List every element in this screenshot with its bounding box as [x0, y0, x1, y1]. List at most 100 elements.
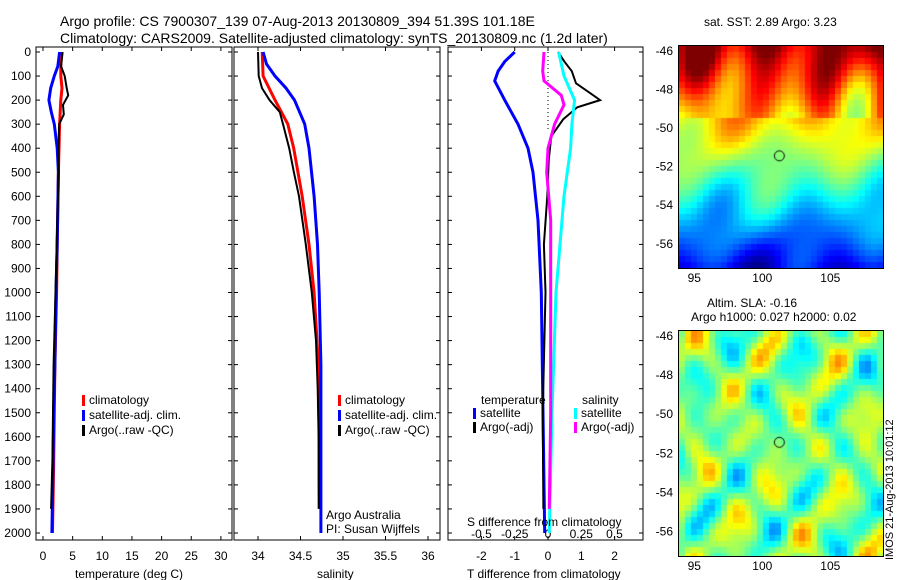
y-tick-label: 1000 — [4, 286, 31, 300]
map-lon-label: 100 — [752, 271, 772, 285]
x-tick-label: 0 — [545, 549, 552, 563]
map-lon-label: 100 — [752, 559, 772, 573]
map-lat-label: -46 — [656, 329, 674, 343]
y-tick-label: 1100 — [5, 310, 31, 324]
map-lat-label: -54 — [656, 485, 674, 499]
series-t-satellite — [493, 50, 547, 534]
map-lat-label: -48 — [656, 368, 674, 382]
sla-map — [678, 330, 884, 557]
map-lon-label: 105 — [820, 559, 840, 573]
map-lon-label: 95 — [688, 559, 702, 573]
x-tick-label: 2 — [611, 549, 618, 563]
plot-frame-salinity — [233, 46, 441, 541]
sal-xlabel: salinity — [317, 567, 354, 580]
x-tick-label: 35 — [336, 549, 350, 563]
map-lon-label: 105 — [820, 271, 840, 285]
diff-xlabel: T difference from climatology — [467, 567, 621, 580]
map-lon-label: 95 — [688, 271, 702, 285]
plot-frame-differences — [447, 46, 644, 541]
title-line-1: Argo profile: CS 7900307_139 07-Aug-2013… — [60, 13, 535, 29]
x-tick-label: 35.5 — [374, 549, 398, 563]
y-tick-label: 0 — [24, 45, 31, 59]
y-tick-label: 600 — [11, 189, 31, 203]
temp-legend-1: satellite-adj. clim. — [89, 408, 181, 422]
sst-map-title: sat. SST: 2.89 Argo: 3.23 — [704, 15, 837, 29]
series-s-satellite — [547, 51, 577, 534]
x-tick-label: -1 — [509, 549, 520, 563]
temp-legend-0: climatology — [89, 393, 149, 407]
y-tick-label: 300 — [11, 117, 31, 131]
x-tick-label: 34 — [251, 549, 265, 563]
x-tick-label: 34.5 — [289, 549, 313, 563]
y-tick-label: 700 — [11, 213, 31, 227]
sal-legend-1-swatch — [338, 410, 341, 421]
diff-legend-s-argo-swatch — [574, 422, 577, 433]
y-tick-label: 1400 — [4, 382, 31, 396]
y-tick-label: 500 — [11, 165, 31, 179]
x-tick-label: -2 — [476, 549, 487, 563]
diff-legend-s-sat: satellite — [581, 406, 622, 420]
x-tick-label: 1 — [578, 549, 585, 563]
series-satellite-adj-clim- — [261, 51, 323, 533]
y-tick-label: 200 — [11, 93, 31, 107]
x-tick-label: 5 — [69, 549, 76, 563]
diff-legend-t-argo: Argo(-adj) — [480, 420, 533, 434]
x2-tick-label: -0.5 — [471, 527, 492, 541]
legend-title-salinity: salinity — [582, 393, 619, 407]
map-lat-label: -50 — [656, 121, 674, 135]
x-tick-label: 30 — [214, 549, 228, 563]
x-tick-label: 15 — [125, 549, 139, 563]
y-tick-label: 1800 — [4, 478, 31, 492]
y-tick-label: 2000 — [4, 526, 31, 540]
x-tick-label: 25 — [185, 549, 199, 563]
x-tick-label: 36 — [421, 549, 435, 563]
x2-tick-label: -0.25 — [501, 527, 529, 541]
sal-legend-0: climatology — [345, 393, 405, 407]
y-tick-label: 800 — [11, 237, 31, 251]
y-tick-label: 1700 — [4, 454, 31, 468]
temp-xlabel: temperature (deg C) — [75, 567, 184, 580]
y-tick-label: 1300 — [4, 358, 31, 372]
temp-legend-1-swatch — [82, 410, 85, 421]
diff-legend-t-sat: satellite — [480, 406, 521, 420]
x2-tick-label: 0 — [545, 527, 552, 541]
x2-tick-label: 0.5 — [606, 527, 623, 541]
map-lat-label: -54 — [656, 198, 674, 212]
map-lat-label: -50 — [656, 407, 674, 421]
map-lat-label: -56 — [656, 237, 674, 251]
x-tick-label: 20 — [155, 549, 169, 563]
y-tick-label: 400 — [11, 141, 31, 155]
diff-legend-s-argo: Argo(-adj) — [581, 420, 634, 434]
sal-legend-0-swatch — [338, 395, 341, 406]
map-lat-label: -56 — [656, 525, 674, 539]
imos-timestamp: IMOS 21-Aug-2013 10:01:12 — [884, 419, 896, 560]
sal-legend-1: satellite-adj. clim. — [345, 408, 437, 422]
x2-tick-label: 0.25 — [570, 527, 594, 541]
sla-title-1: Altim. SLA: -0.16 — [707, 296, 798, 310]
y-tick-label: 1500 — [4, 406, 31, 420]
temp-legend-2-swatch — [82, 425, 85, 436]
sla-title-2: Argo h1000: 0.027 h2000: 0.02 — [691, 310, 857, 324]
series-argo-raw-qc- — [257, 51, 320, 509]
sal-legend-2: Argo(..raw -QC) — [345, 423, 430, 437]
y-tick-label: 900 — [11, 261, 31, 275]
series-argo-raw-qc- — [50, 51, 70, 509]
y-tick-label: 1900 — [4, 502, 31, 516]
y-tick-label: 100 — [11, 69, 31, 83]
sst-map — [678, 45, 884, 269]
x-tick-label: 10 — [96, 549, 110, 563]
diff-legend-t-argo-swatch — [473, 422, 476, 433]
y-tick-label: 1600 — [4, 430, 31, 444]
diff-x2label: S difference from climatology — [467, 515, 622, 529]
series-t-argo-adj- — [541, 51, 603, 509]
temp-legend-2: Argo(..raw -QC) — [89, 423, 174, 437]
plot-frame-temperature — [35, 46, 233, 541]
map-lat-label: -52 — [656, 160, 674, 174]
diff-legend-s-sat-swatch — [574, 408, 577, 419]
series-climatology — [260, 51, 322, 509]
map-lat-label: -52 — [656, 446, 674, 460]
diff-legend-t-sat-swatch — [473, 408, 476, 419]
map-lat-label: -48 — [656, 82, 674, 96]
